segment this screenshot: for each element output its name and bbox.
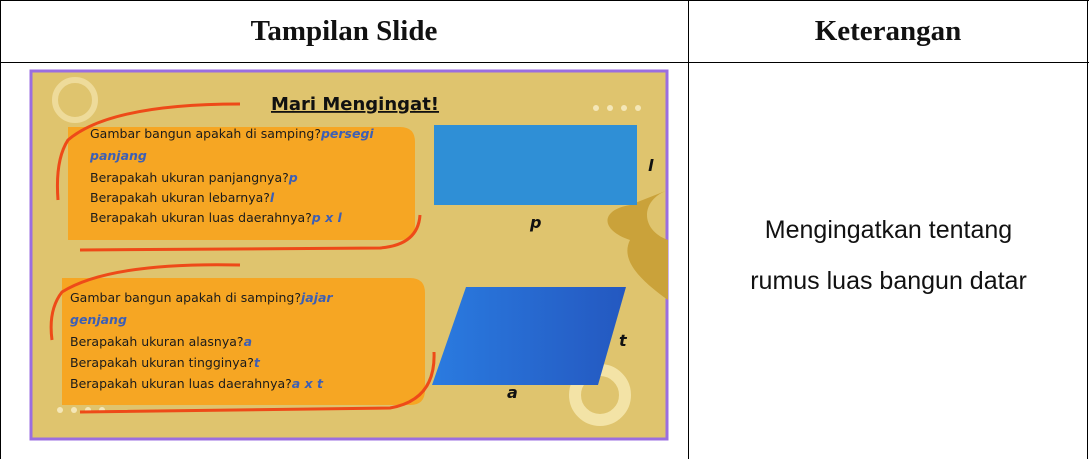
header-cell: Keterangan	[814, 14, 962, 47]
answer: a x t	[292, 376, 324, 391]
answer: panjang	[89, 148, 147, 163]
question-line: Berapakah ukuran luas daerahnya?a x t	[70, 376, 324, 391]
decor	[79, 214, 422, 252]
decor	[49, 263, 241, 341]
shape-label: t	[619, 331, 628, 350]
question: Gambar bangun apakah di samping?	[90, 126, 321, 141]
border	[0, 0, 1, 459]
rectangle-shape	[434, 125, 637, 205]
decor	[56, 102, 241, 201]
question-line: Berapakah ukuran tingginya?t	[70, 355, 261, 370]
shape-label: p	[529, 213, 541, 232]
answer: p x l	[311, 210, 343, 225]
question: Gambar bangun apakah di samping?	[70, 290, 301, 305]
answer: a	[244, 334, 252, 349]
answer: jajar	[299, 290, 333, 305]
question-list: Gambar bangun apakah di samping?jajar gen…	[70, 290, 333, 391]
question-line: Gambar bangun apakah di samping?persegi	[90, 126, 374, 141]
header-cell: Tampilan Slide	[250, 14, 438, 47]
description: Mengingatkan tentang rumus luas bangun d…	[689, 205, 1088, 307]
text-box	[62, 278, 425, 405]
answer: persegi	[320, 126, 374, 141]
question-line: Berapakah ukuran panjangnya?p	[90, 170, 298, 185]
parallelogram-shape	[432, 287, 626, 385]
border	[688, 0, 689, 459]
question-line: panjang	[89, 148, 147, 163]
question: Berapakah ukuran panjangnya?	[90, 170, 289, 185]
description-line: Mengingatkan tentang	[764, 216, 1013, 244]
question-line: Gambar bangun apakah di samping?jajar	[70, 290, 333, 305]
question: Berapakah ukuran luas daerahnya?	[90, 210, 312, 225]
border	[0, 0, 1089, 1]
answer: genjang	[70, 312, 127, 327]
question: Berapakah ukuran alasnya?	[70, 334, 244, 349]
shape-label: a	[507, 383, 518, 402]
question: Berapakah ukuran tingginya?	[70, 355, 254, 370]
decor	[607, 190, 668, 300]
border	[1087, 0, 1088, 459]
question-line: Berapakah ukuran lebarnya?l	[90, 190, 275, 205]
shape-label: l	[648, 156, 654, 175]
border	[0, 62, 1089, 63]
answer: p	[288, 170, 298, 185]
question-line: genjang	[70, 312, 127, 327]
answer: l	[270, 190, 275, 205]
question: Berapakah ukuran luas daerahnya?	[70, 376, 292, 391]
slide-title: Mari Mengingat!	[271, 94, 439, 115]
description-line: rumus luas bangun datar	[750, 267, 1027, 295]
text-box	[68, 127, 415, 240]
decor	[79, 351, 436, 414]
decor	[52, 77, 98, 123]
question-list: Gambar bangun apakah di samping?persegip…	[89, 126, 374, 225]
answer: t	[254, 355, 261, 370]
question-line: Berapakah ukuran alasnya?a	[70, 334, 252, 349]
question: Berapakah ukuran lebarnya?	[90, 190, 270, 205]
question-line: Berapakah ukuran luas daerahnya?p x l	[90, 210, 343, 225]
